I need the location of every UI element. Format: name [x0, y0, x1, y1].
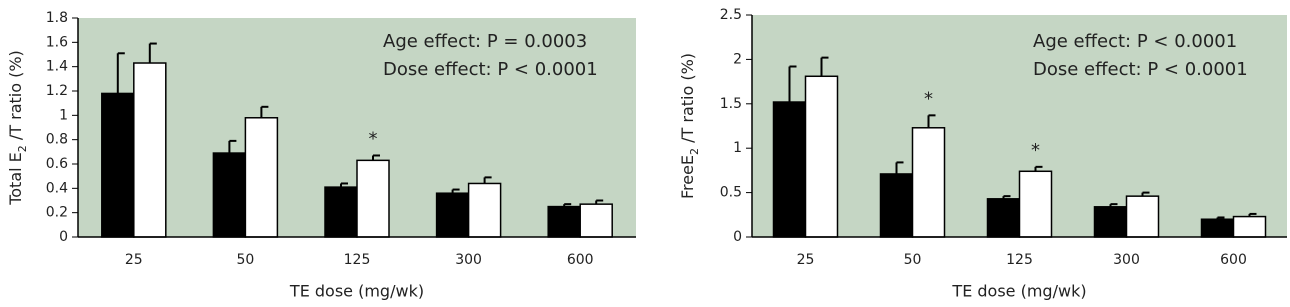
x-tick-label: 600	[567, 252, 594, 268]
bar	[986, 198, 1021, 238]
y-tick-label: 0.2	[46, 205, 68, 221]
x-tick-label: 25	[797, 252, 815, 268]
y-tick-label: 1.6	[46, 34, 68, 50]
y-tick-label: 0	[733, 229, 742, 245]
y-tick-label: 0.5	[720, 185, 742, 201]
x-tick-label: 125	[344, 252, 371, 268]
x-tick-label: 600	[1220, 252, 1247, 268]
chart-panel: 0 0.5 1 1.5 2 2.5 25 50 * 125 * 300 600 TE dose (mg/w…	[678, 7, 1287, 301]
significance-marker: *	[924, 88, 933, 109]
y-axis-label-part: 2	[16, 145, 29, 152]
bar	[1018, 170, 1053, 238]
x-axis-label: TE dose (mg/wk)	[951, 282, 1086, 301]
y-axis-label-part: FreeE	[678, 155, 697, 199]
bar	[356, 159, 390, 238]
y-tick-label: 2	[733, 51, 742, 67]
y-tick-label: 1.5	[720, 96, 742, 112]
x-tick-label: 50	[236, 252, 254, 268]
significance-marker: *	[369, 128, 378, 149]
y-axis-label: FreeE2 /T ratio (%)	[678, 53, 701, 199]
bar	[804, 75, 839, 238]
bar	[879, 173, 914, 238]
y-tick-label: 1.4	[46, 59, 68, 75]
y-axis-label-part: 2	[688, 148, 701, 155]
y-axis-label: Total E2 /T ratio (%)	[6, 50, 29, 206]
bar	[467, 182, 502, 238]
annotation: Age effect: P = 0.0003	[383, 31, 587, 52]
bar	[133, 62, 167, 238]
y-tick-label: 2.5	[720, 7, 742, 23]
bar	[1200, 218, 1235, 238]
bar	[101, 92, 135, 238]
annotation: Dose effect: P < 0.0001	[383, 59, 598, 80]
y-tick-label: 1	[733, 140, 742, 156]
y-tick-label: 0.6	[46, 156, 68, 172]
y-tick-label: 1	[59, 107, 68, 123]
bar	[1232, 215, 1267, 238]
bar	[435, 192, 470, 238]
bar	[1093, 206, 1128, 238]
annotation: Age effect: P < 0.0001	[1033, 31, 1237, 52]
bar	[579, 203, 613, 238]
x-axis-label: TE dose (mg/wk)	[289, 282, 424, 301]
significance-marker: *	[1031, 140, 1040, 161]
annotation: Dose effect: P < 0.0001	[1033, 59, 1248, 80]
x-tick-label: 50	[904, 252, 922, 268]
x-tick-label: 25	[125, 252, 143, 268]
bar	[324, 186, 358, 238]
y-tick-label: 0.8	[46, 132, 68, 148]
bar	[212, 152, 247, 238]
x-tick-label: 300	[455, 252, 482, 268]
y-tick-label: 1.8	[46, 10, 68, 26]
bar	[244, 117, 279, 238]
y-tick-label: 0	[59, 229, 68, 245]
y-axis-label-part: Total E	[6, 152, 25, 206]
y-axis-label-part: /T ratio (%)	[678, 53, 697, 148]
chart-panel: 0 0.2 0.4 0.6 0.8 1 1.2 1.4 1.6 1.8 25 50 125 * 300 600…	[6, 10, 636, 301]
bar	[1125, 195, 1160, 238]
bar	[772, 101, 807, 238]
bar	[547, 205, 581, 238]
x-tick-label: 300	[1113, 252, 1140, 268]
bar	[911, 127, 946, 238]
y-tick-label: 0.4	[46, 180, 68, 196]
y-axis-label-part: /T ratio (%)	[6, 50, 25, 145]
y-tick-label: 1.2	[46, 83, 68, 99]
x-tick-label: 125	[1006, 252, 1033, 268]
